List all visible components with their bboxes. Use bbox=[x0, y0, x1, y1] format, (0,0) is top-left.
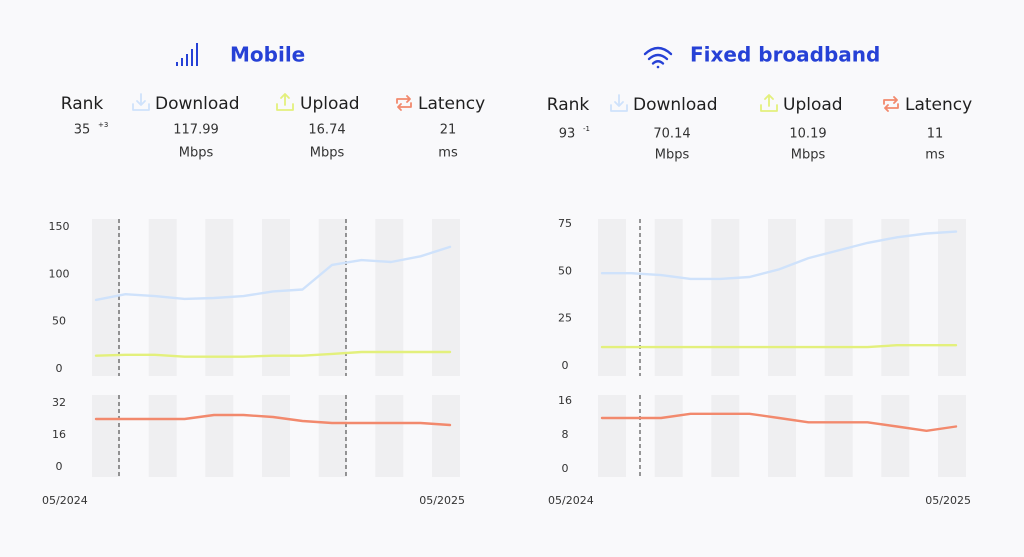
column-band bbox=[654, 395, 683, 477]
metric-label: Rank bbox=[547, 95, 590, 115]
y-tick-label: 0 bbox=[562, 359, 569, 372]
y-tick-label: 16 bbox=[52, 428, 66, 441]
column-band bbox=[598, 395, 626, 477]
y-tick-label: 75 bbox=[558, 217, 572, 230]
series-line bbox=[600, 344, 958, 349]
y-tick-label: 32 bbox=[52, 396, 66, 409]
metric-value: 10.19 bbox=[789, 127, 826, 142]
icon-part bbox=[760, 94, 778, 112]
column-band bbox=[654, 219, 683, 376]
column-band bbox=[768, 395, 796, 477]
x-tick-label: 05/2025 bbox=[419, 494, 465, 507]
metric-unit: Mbps bbox=[655, 148, 690, 163]
metric-unit: Mbps bbox=[791, 148, 826, 163]
series-line bbox=[600, 412, 958, 432]
y-tick-label: 50 bbox=[52, 315, 66, 328]
icon-part bbox=[132, 93, 150, 111]
metric-unit: ms bbox=[925, 148, 945, 163]
panel-title: Fixed broadband bbox=[690, 43, 880, 67]
x-tick-label: 05/2025 bbox=[925, 494, 971, 507]
column-band bbox=[598, 219, 626, 376]
column-band bbox=[711, 395, 740, 477]
column-band bbox=[262, 395, 290, 477]
metric-value: 117.99 bbox=[173, 123, 219, 138]
icon-part bbox=[276, 93, 294, 111]
metric-value: 16.74 bbox=[308, 123, 345, 138]
metric-value: 93 bbox=[559, 127, 576, 142]
signal-icon bbox=[176, 43, 198, 66]
column-band bbox=[881, 395, 910, 477]
metric-value: 70.14 bbox=[653, 127, 690, 142]
series-line bbox=[600, 230, 958, 281]
y-tick-label: 16 bbox=[558, 394, 572, 407]
upload-icon bbox=[760, 94, 778, 112]
column-band bbox=[824, 219, 853, 376]
metric-label: Upload bbox=[783, 95, 843, 115]
rank-change: -1 bbox=[583, 125, 590, 133]
icon-part bbox=[396, 95, 412, 111]
metric-unit: Mbps bbox=[310, 146, 345, 161]
column-band bbox=[318, 219, 347, 376]
icon-part bbox=[883, 96, 899, 112]
metric-label: Upload bbox=[300, 94, 360, 114]
metric-label: Rank bbox=[61, 94, 104, 114]
column-band bbox=[148, 395, 177, 477]
metric-value: 11 bbox=[927, 127, 944, 142]
wifi-icon bbox=[643, 46, 673, 69]
metric-unit: ms bbox=[438, 146, 458, 161]
column-band bbox=[262, 219, 290, 376]
x-tick-label: 05/2024 bbox=[548, 494, 594, 507]
column-band bbox=[432, 395, 460, 477]
metric-value: 21 bbox=[440, 123, 457, 138]
metric-icons bbox=[132, 93, 899, 112]
y-tick-label: 0 bbox=[562, 462, 569, 475]
metric-label: Latency bbox=[905, 95, 972, 115]
column-band bbox=[938, 219, 966, 376]
series-line bbox=[94, 413, 452, 427]
x-tick-label: 05/2024 bbox=[42, 494, 88, 507]
icon-part bbox=[610, 94, 628, 112]
column-band bbox=[375, 219, 404, 376]
column-band bbox=[318, 395, 347, 477]
column-band bbox=[938, 395, 966, 477]
panel-title: Mobile bbox=[230, 43, 305, 67]
series-line bbox=[94, 350, 452, 358]
metric-unit: Mbps bbox=[179, 146, 214, 161]
y-tick-label: 100 bbox=[49, 267, 70, 280]
y-tick-label: 150 bbox=[49, 220, 70, 233]
y-tick-label: 0 bbox=[56, 460, 63, 473]
download-icon bbox=[132, 93, 150, 111]
column-band bbox=[711, 219, 740, 376]
metric-value: 35 bbox=[74, 123, 91, 138]
latency-icon bbox=[396, 95, 412, 111]
y-tick-label: 8 bbox=[562, 428, 569, 441]
y-tick-label: 50 bbox=[558, 264, 572, 277]
column-band bbox=[768, 219, 796, 376]
column-band bbox=[432, 219, 460, 376]
metric-label: Latency bbox=[418, 94, 485, 114]
download-icon bbox=[610, 94, 628, 112]
column-band bbox=[205, 395, 234, 477]
y-tick-label: 0 bbox=[56, 362, 63, 375]
rank-change: +3 bbox=[98, 121, 108, 129]
latency-icon bbox=[883, 96, 899, 112]
upload-icon bbox=[276, 93, 294, 111]
y-tick-label: 25 bbox=[558, 312, 572, 325]
column-band bbox=[881, 219, 910, 376]
series-line bbox=[94, 245, 452, 302]
metric-label: Download bbox=[633, 95, 718, 115]
column-band bbox=[824, 395, 853, 477]
column-band bbox=[375, 395, 404, 477]
column-band bbox=[92, 395, 120, 477]
metric-label: Download bbox=[155, 94, 240, 114]
